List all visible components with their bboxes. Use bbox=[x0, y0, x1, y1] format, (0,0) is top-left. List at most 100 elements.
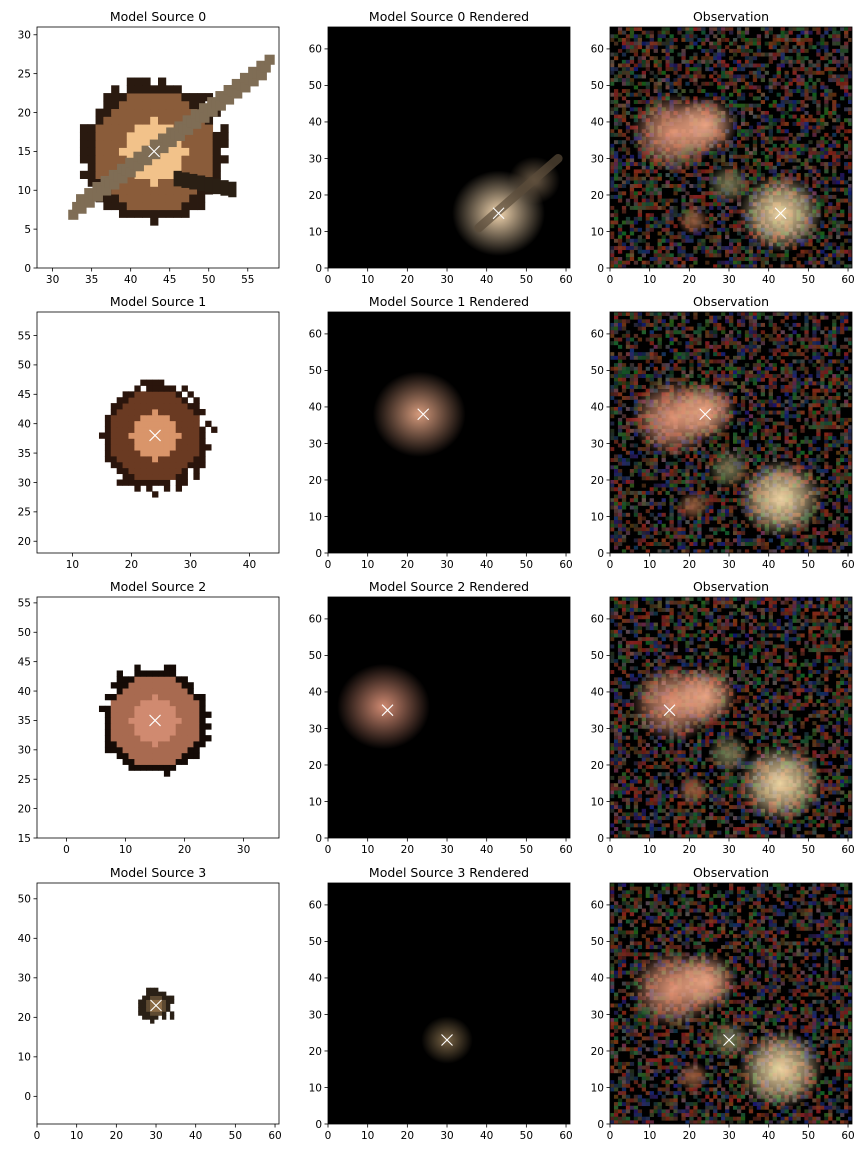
y-tick-label: 60 bbox=[591, 614, 604, 626]
x-tick-label: 30 bbox=[722, 274, 735, 286]
y-tick-label: 60 bbox=[591, 900, 604, 912]
y-tick-label: 60 bbox=[309, 44, 322, 56]
axes-frame bbox=[609, 882, 853, 1125]
y-tick-label: 20 bbox=[309, 760, 322, 772]
x-tick-label: 0 bbox=[607, 274, 614, 286]
panel-title: Model Source 1 bbox=[110, 294, 206, 309]
y-tick-label: 0 bbox=[597, 263, 604, 275]
y-tick-label: 10 bbox=[18, 1052, 31, 1064]
source-marker bbox=[417, 408, 430, 421]
y-tick-label: 45 bbox=[18, 656, 31, 668]
y-tick-label: 60 bbox=[309, 329, 322, 341]
source-marker bbox=[441, 1034, 453, 1046]
axes-frame bbox=[36, 26, 280, 269]
y-tick-label: 40 bbox=[18, 418, 31, 430]
rendered-disk bbox=[474, 153, 563, 233]
source-marker bbox=[774, 207, 787, 220]
observed-source bbox=[677, 1061, 710, 1092]
rendered-source bbox=[372, 371, 466, 457]
y-tick-label: 30 bbox=[18, 30, 31, 42]
y-tick-label: 0 bbox=[315, 548, 322, 560]
x-tick-label: 30 bbox=[722, 1130, 735, 1142]
x-tick-label: 60 bbox=[559, 1130, 572, 1142]
x-tick-label: 20 bbox=[401, 1130, 414, 1142]
y-tick-label: 50 bbox=[18, 360, 31, 372]
source-marker bbox=[723, 1034, 735, 1046]
x-tick-label: 20 bbox=[401, 274, 414, 286]
x-tick-label: 60 bbox=[841, 844, 854, 856]
panel-2: 0 10 20 30 40 50 60 0 10 20 30 40 50 60 Observation bbox=[591, 9, 855, 286]
y-tick-label: 10 bbox=[309, 1082, 322, 1094]
panel-image bbox=[37, 883, 279, 1124]
x-tick-label: 0 bbox=[325, 844, 332, 856]
y-tick-label: 20 bbox=[18, 803, 31, 815]
panel-title: Model Source 3 bbox=[110, 865, 206, 880]
axes-frame bbox=[327, 596, 571, 839]
y-tick-label: 20 bbox=[309, 190, 322, 202]
source-marker bbox=[492, 207, 505, 220]
x-tick-label: 20 bbox=[401, 844, 414, 856]
y-tick-label: 50 bbox=[309, 936, 322, 948]
y-tick-label: 10 bbox=[309, 511, 322, 523]
source-marker bbox=[150, 999, 162, 1012]
y-tick-label: 0 bbox=[597, 548, 604, 560]
x-tick-label: 0 bbox=[63, 844, 70, 856]
panel-title: Observation bbox=[693, 579, 769, 594]
x-tick-label: 40 bbox=[480, 559, 493, 571]
y-tick-label: 30 bbox=[591, 153, 604, 165]
panel-11: 0 10 20 30 40 50 60 0 10 20 30 40 50 60 Observation bbox=[591, 865, 855, 1142]
y-tick-label: 50 bbox=[309, 650, 322, 662]
y-tick-label: 0 bbox=[24, 263, 31, 275]
observed-source bbox=[673, 666, 738, 726]
panel-title: Model Source 0 bbox=[110, 9, 206, 24]
x-tick-label: 20 bbox=[683, 844, 696, 856]
x-tick-label: 20 bbox=[401, 559, 414, 571]
observed-source bbox=[677, 490, 710, 521]
x-tick-label: 40 bbox=[480, 844, 493, 856]
y-tick-label: 30 bbox=[18, 477, 31, 489]
x-tick-label: 45 bbox=[163, 274, 176, 286]
y-tick-label: 40 bbox=[591, 117, 604, 129]
x-tick-label: 20 bbox=[683, 1130, 696, 1142]
panel-title: Model Source 1 Rendered bbox=[369, 294, 529, 309]
x-tick-label: 50 bbox=[802, 844, 815, 856]
x-tick-label: 50 bbox=[520, 844, 533, 856]
panel-8: 0 10 20 30 40 50 60 0 10 20 30 40 50 60 Observation bbox=[591, 579, 855, 856]
panel-image bbox=[328, 597, 570, 838]
source-marker bbox=[149, 714, 161, 727]
x-tick-label: 20 bbox=[178, 844, 191, 856]
panel-image bbox=[610, 27, 852, 268]
x-tick-label: 40 bbox=[762, 1130, 775, 1142]
observed-source bbox=[673, 952, 738, 1012]
x-tick-label: 10 bbox=[66, 559, 79, 571]
panel-title: Observation bbox=[693, 9, 769, 24]
x-tick-label: 50 bbox=[802, 1130, 815, 1142]
panel-image bbox=[37, 597, 279, 838]
model-source-pixels bbox=[98, 664, 212, 777]
x-tick-label: 10 bbox=[361, 559, 374, 571]
panel-image bbox=[610, 597, 852, 838]
x-tick-label: 50 bbox=[520, 1130, 533, 1142]
model-source-pixels bbox=[98, 379, 218, 498]
source-marker bbox=[663, 704, 676, 717]
y-tick-label: 55 bbox=[18, 330, 31, 342]
y-tick-label: 20 bbox=[309, 1046, 322, 1058]
y-tick-label: 30 bbox=[309, 153, 322, 165]
y-tick-label: 50 bbox=[309, 365, 322, 377]
panel-title: Model Source 0 Rendered bbox=[369, 9, 529, 24]
panel-5: 0 10 20 30 40 50 60 0 10 20 30 40 50 60 Observation bbox=[591, 294, 855, 571]
panel-9: 0 10 20 30 40 50 60 0 10 20 30 40 50 Model Source 3 bbox=[18, 865, 282, 1142]
x-tick-label: 10 bbox=[361, 844, 374, 856]
y-tick-label: 20 bbox=[591, 190, 604, 202]
y-tick-label: 20 bbox=[591, 475, 604, 487]
x-tick-label: 10 bbox=[361, 1130, 374, 1142]
y-tick-label: 0 bbox=[315, 263, 322, 275]
x-tick-label: 60 bbox=[841, 1130, 854, 1142]
panel-0: 30 35 40 45 50 55 0 5 10 15 20 25 30 Model Source 0 bbox=[18, 9, 280, 286]
axes-frame bbox=[327, 882, 571, 1125]
y-tick-label: 20 bbox=[591, 760, 604, 772]
panel-title: Observation bbox=[693, 865, 769, 880]
y-tick-label: 20 bbox=[18, 536, 31, 548]
x-tick-label: 50 bbox=[229, 1130, 242, 1142]
y-tick-label: 30 bbox=[309, 1009, 322, 1021]
